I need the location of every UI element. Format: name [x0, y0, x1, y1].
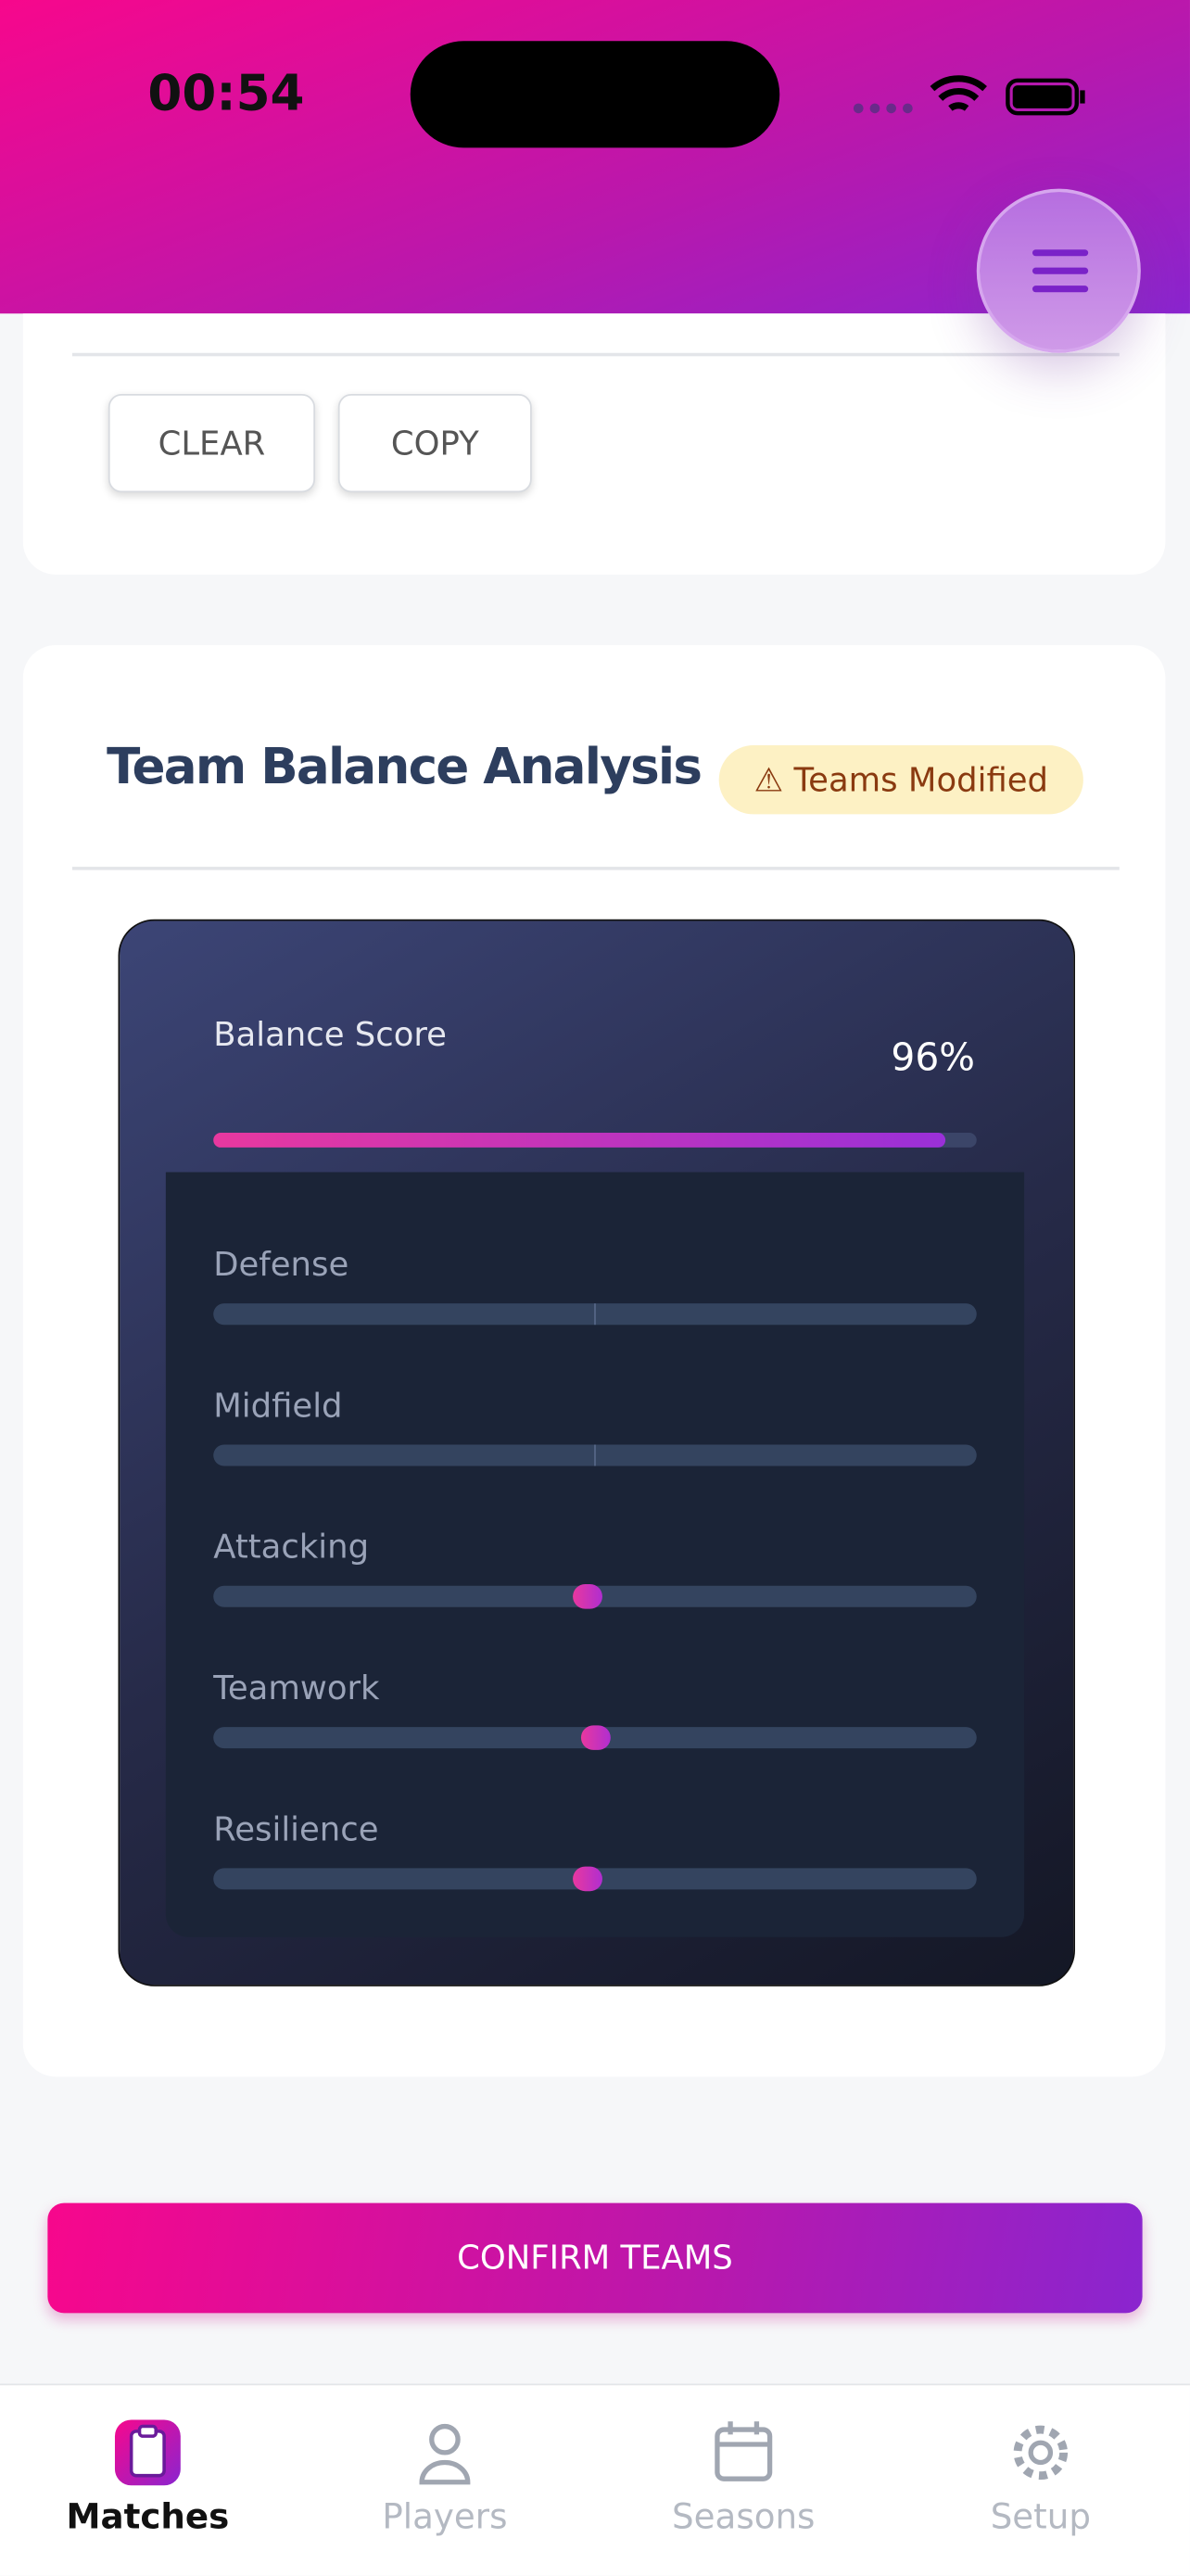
time: 00:54 [147, 65, 305, 123]
nav-item[interactable]: Seasons [672, 2496, 816, 2537]
card-title: Team Balance Analysis [107, 738, 703, 796]
icon [715, 2421, 773, 2481]
dynamic-island [410, 41, 780, 148]
metric-track [213, 1303, 977, 1326]
metric-marker [580, 1725, 611, 1750]
metric-label: Teamwork [213, 1668, 380, 1707]
metric-label: Resilience [213, 1808, 379, 1849]
nav-item[interactable]: Players [382, 2496, 508, 2537]
score-track [213, 1132, 977, 1148]
metrics-panel: Defense Midfield Attacking Teamwork Resilien… [165, 1172, 1025, 1937]
nav-icon [1001, 2413, 1080, 2492]
icon [114, 2419, 181, 2486]
status-icons [853, 75, 1085, 116]
bottom-nav: Matches Players Seasons Setup [0, 2383, 1190, 2576]
confirm-button[interactable]: CONFIRM TEAMS [47, 2202, 1143, 2314]
badge-text: Teams Modified [793, 759, 1049, 800]
nav-item[interactable]: Setup [990, 2496, 1091, 2537]
metric-label: Midfield [213, 1385, 343, 1426]
metric-track [213, 1584, 977, 1609]
center-line [594, 1303, 596, 1326]
nav-icon [405, 2413, 484, 2492]
badge: ⚠ Teams Modified [718, 745, 1083, 815]
metric-track [213, 1725, 977, 1750]
metric-marker [573, 1866, 603, 1892]
nav-icon [704, 2413, 783, 2492]
menu-icon [1032, 249, 1089, 293]
metric-marker [573, 1584, 603, 1609]
divider [71, 352, 1120, 357]
icon [1013, 2425, 1069, 2481]
metric-label: Attacking [213, 1527, 370, 1567]
clear-button[interactable]: CLEAR [108, 394, 316, 493]
divider [71, 867, 1120, 870]
nav-icon [108, 2413, 187, 2492]
nav-item[interactable]: Matches [66, 2496, 230, 2537]
metric-track [213, 1444, 977, 1466]
metric-track [213, 1866, 977, 1892]
score-value: 96% [891, 1037, 975, 1081]
menu-button[interactable] [976, 188, 1141, 353]
icon [419, 2423, 471, 2485]
metric-label: Defense [213, 1244, 349, 1284]
copy-button[interactable]: COPY [337, 394, 532, 493]
center-line [594, 1444, 596, 1466]
score-bar [213, 1132, 946, 1148]
score-label: Balance Score [213, 1014, 447, 1054]
